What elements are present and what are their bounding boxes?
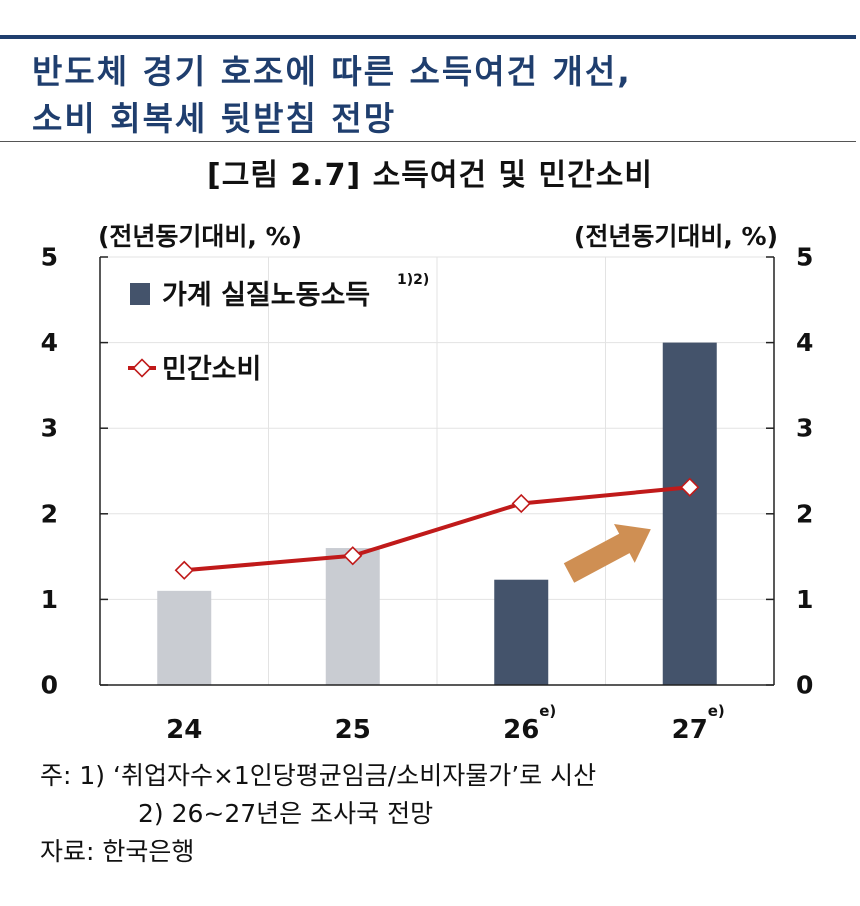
legend-bar-swatch (130, 283, 150, 305)
chart: 0 01 12 23 34 45 524 25 26e)27e)(전년동기대비, %) (전년동기… (41, 222, 814, 745)
right-tick-label: 0 (796, 671, 813, 700)
right-unit-label: (전년동기대비, %) (574, 222, 778, 251)
right-tick-label: 5 (796, 243, 813, 272)
left-tick-label: 3 (41, 414, 58, 443)
legend-bar-superscript: 1)2) (397, 272, 429, 288)
note-label: 주: (40, 761, 72, 790)
footnote-1: 주: 1) ‘취업자수×1인당평균임금/소비자물가’로 시산 (40, 757, 596, 795)
headline-line-2: 소비 회복세 뒷받침 전망 (32, 99, 397, 138)
bar-26 (494, 579, 549, 685)
top-rule (0, 35, 856, 39)
right-tick-label: 2 (796, 499, 813, 528)
consumption-point-27 (680, 477, 700, 497)
x-tick-superscript: e) (708, 702, 725, 720)
legend-bar-label: 가계 실질노동소득 (162, 280, 370, 311)
consumption-line (184, 485, 690, 573)
axes: 0 01 12 23 34 45 524 25 26e)27e)(전년동기대비, %) (전년동기… (41, 222, 814, 745)
source-text: 한국은행 (102, 837, 195, 866)
left-tick-label: 4 (41, 328, 58, 357)
left-tick-label: 1 (41, 585, 58, 614)
headline-line-1: 반도체 경기 호조에 따른 소득여건 개선, (32, 52, 632, 91)
headline-rule (0, 141, 856, 142)
left-tick-label: 5 (41, 243, 58, 272)
right-tick-label: 3 (796, 414, 813, 443)
bar-25 (325, 548, 380, 685)
figure-title: [그림 2.7] 소득여건 및 민간소비 (207, 158, 653, 193)
footnote-2: 2) 26~27년은 조사국 전망 (138, 799, 434, 828)
left-tick-label: 0 (41, 671, 58, 700)
x-tick-label-27: 27 (672, 715, 708, 745)
note-1-text: 1) ‘취업자수×1인당평균임금/소비자물가’로 시산 (79, 761, 597, 790)
right-tick-label: 4 (796, 328, 813, 357)
x-tick-label-26: 26 (503, 715, 539, 745)
x-tick-superscript: e) (539, 702, 556, 720)
bar-24 (157, 590, 212, 685)
left-tick-label: 2 (41, 499, 58, 528)
legend-diamond-icon (132, 358, 152, 378)
right-tick-label: 1 (796, 585, 813, 614)
source-line: 자료: 한국은행 (40, 833, 596, 871)
bar-series (157, 342, 717, 685)
up-arrow-icon (563, 524, 651, 583)
source-label: 자료: (40, 837, 95, 866)
left-unit-label: (전년동기대비, %) (98, 222, 302, 251)
headline: 반도체 경기 호조에 따른 소득여건 개선, 소비 회복세 뒷받침 전망 (32, 48, 632, 142)
legend-line-label: 민간소비 (162, 354, 261, 385)
consumption-point-24 (174, 560, 194, 580)
bar-27 (662, 342, 717, 685)
arrow-layer (563, 524, 651, 583)
x-tick-label-24: 24 (166, 715, 202, 745)
consumption-point-25 (343, 546, 363, 566)
x-tick-label-25: 25 (335, 715, 371, 745)
footnotes: 주: 1) ‘취업자수×1인당평균임금/소비자물가’로 시산 2) 26~27년… (40, 757, 596, 871)
grid (100, 256, 774, 685)
line-series (174, 477, 700, 580)
consumption-point-26 (511, 493, 531, 514)
legend: 가계 실질노동소득 1)2) 민간소비 (128, 272, 429, 385)
